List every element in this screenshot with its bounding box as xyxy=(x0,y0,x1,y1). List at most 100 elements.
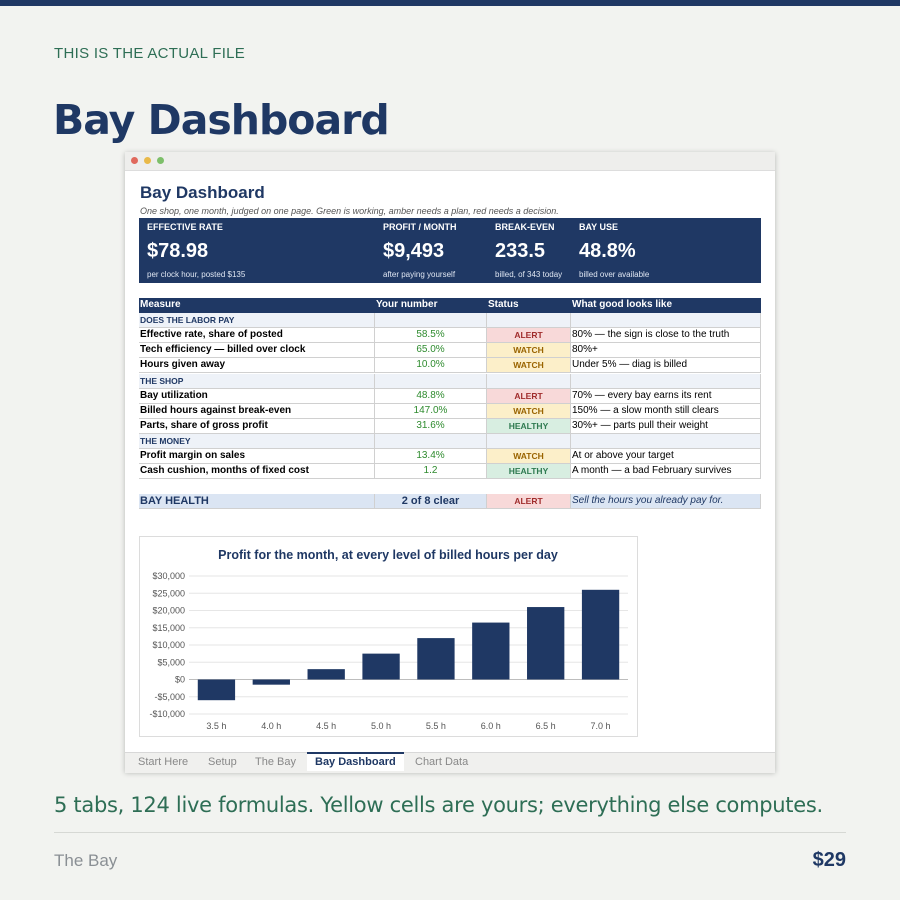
number: 147.0% xyxy=(375,403,487,419)
number: 1.2 xyxy=(375,464,487,480)
caption: 5 tabs, 124 live formulas. Yellow cells … xyxy=(54,793,823,817)
bar xyxy=(527,607,565,680)
good: At or above your target xyxy=(571,449,761,464)
y-tick-label: $30,000 xyxy=(152,571,185,581)
scorecard-table: Measure Your number Status What good looks … xyxy=(139,298,761,513)
divider xyxy=(54,832,846,833)
y-tick-label: $5,000 xyxy=(157,657,185,667)
sheet-tab[interactable]: The Bay xyxy=(255,756,296,768)
measure: Profit margin on sales xyxy=(139,449,375,464)
bar xyxy=(197,679,236,701)
close-dot[interactable] xyxy=(131,157,138,164)
kpi-label: BREAK-EVEN xyxy=(495,222,555,232)
x-tick-label: 4.5 h xyxy=(316,721,336,731)
measure: Billed hours against break-even xyxy=(139,403,375,419)
number: 10.0% xyxy=(375,358,487,374)
bar xyxy=(252,679,290,685)
status: WATCH xyxy=(487,449,571,464)
sheet-subtitle: One shop, one month, judged on one page.… xyxy=(140,206,559,216)
kpi-note: billed, of 343 today xyxy=(495,270,563,279)
section-fill xyxy=(375,313,487,329)
measure: Parts, share of gross profit xyxy=(139,418,375,434)
chart-title: Profit for the month, at every level of … xyxy=(218,548,558,562)
sheet-tab[interactable]: Setup xyxy=(208,756,237,768)
status: WATCH xyxy=(487,358,571,374)
zoom-dot[interactable] xyxy=(157,157,164,164)
y-tick-label: $15,000 xyxy=(152,623,185,633)
y-tick-label: -$5,000 xyxy=(154,692,185,702)
number: 65.0% xyxy=(375,343,487,359)
status: HEALTHY xyxy=(487,464,571,480)
column-header: What good looks like xyxy=(571,298,761,313)
section-label: THE SHOP xyxy=(139,373,375,389)
good: A month — a bad February survives xyxy=(571,464,761,480)
measure: Bay utilization xyxy=(139,388,375,404)
sheet-tab[interactable]: Chart Data xyxy=(415,756,469,768)
sheet-tab[interactable]: Start Here xyxy=(138,756,189,768)
status: ALERT xyxy=(487,328,571,344)
kpi-note: billed over available xyxy=(579,270,650,279)
chart: Profit for the month, at every level of … xyxy=(149,548,628,731)
measure: BAY HEALTH xyxy=(139,494,375,510)
number: 48.8% xyxy=(375,388,487,404)
kpi-label: EFFECTIVE RATE xyxy=(147,222,223,232)
column-header: Measure xyxy=(139,298,375,313)
number: 31.6% xyxy=(375,418,487,434)
price: $29 xyxy=(812,849,846,871)
section-fill xyxy=(571,373,761,389)
minimize-dot[interactable] xyxy=(144,157,151,164)
good: 80%+ xyxy=(571,343,761,359)
column-header: Your number xyxy=(375,298,487,313)
status: WATCH xyxy=(487,343,571,359)
y-tick-label: $25,000 xyxy=(152,588,185,598)
top-bar xyxy=(0,0,900,6)
section-fill xyxy=(571,433,761,449)
good: 80% — the sign is close to the truth xyxy=(571,328,761,344)
y-tick-label: $20,000 xyxy=(152,606,185,616)
chart-frame: Profit for the month, at every level of … xyxy=(139,536,638,737)
x-tick-label: 4.0 h xyxy=(261,721,281,731)
sheet-tabs: Start Here Setup The Bay Bay Dashboard Chart… xyxy=(125,752,775,773)
x-tick-label: 5.5 h xyxy=(426,721,446,731)
x-tick-label: 3.5 h xyxy=(206,721,226,731)
status: WATCH xyxy=(487,403,571,419)
good: 150% — a slow month still clears xyxy=(571,403,761,419)
measure: Effective rate, share of posted xyxy=(139,328,375,344)
status: ALERT xyxy=(487,388,571,404)
kpi-note: per clock hour, posted $135 xyxy=(147,270,246,279)
sheet-title: Bay Dashboard xyxy=(140,183,265,202)
kpi-value: 233.5 xyxy=(495,240,546,262)
kpi-label: PROFIT / MONTH xyxy=(383,222,457,232)
good: 70% — every bay earns its rent xyxy=(571,388,761,404)
x-tick-label: 6.0 h xyxy=(481,721,501,731)
section-fill xyxy=(487,433,571,449)
kpi-note: after paying yourself xyxy=(383,270,456,279)
good: 30%+ — parts pull their weight xyxy=(571,418,761,434)
number: 58.5% xyxy=(375,328,487,344)
x-tick-label: 5.0 h xyxy=(371,721,391,731)
section-fill xyxy=(487,373,571,389)
y-tick-label: $10,000 xyxy=(152,640,185,650)
kpi-label: BAY USE xyxy=(579,222,619,232)
section-label: THE MONEY xyxy=(139,433,375,449)
good: Sell the hours you already pay for. xyxy=(571,494,761,510)
brand: The Bay xyxy=(54,851,118,870)
status: ALERT xyxy=(487,494,571,510)
section-fill xyxy=(487,313,571,329)
sheet-tab[interactable]: Bay Dashboard xyxy=(307,752,404,771)
bar xyxy=(472,622,510,680)
x-tick-label: 7.0 h xyxy=(591,721,611,731)
kpi-value: $9,493 xyxy=(383,240,445,262)
title-bar xyxy=(125,152,775,171)
eyebrow: THIS IS THE ACTUAL FILE xyxy=(54,45,246,62)
bar xyxy=(362,653,400,680)
column-header: Status xyxy=(487,298,571,313)
section-fill xyxy=(375,433,487,449)
bar xyxy=(307,669,345,680)
kpi-band: EFFECTIVE RATE $78.98 per clock hour, post… xyxy=(139,218,761,283)
section-label: DOES THE LABOR PAY xyxy=(139,313,375,329)
y-tick-label: $0 xyxy=(175,675,185,685)
status: HEALTHY xyxy=(487,418,571,434)
bar xyxy=(581,589,620,680)
